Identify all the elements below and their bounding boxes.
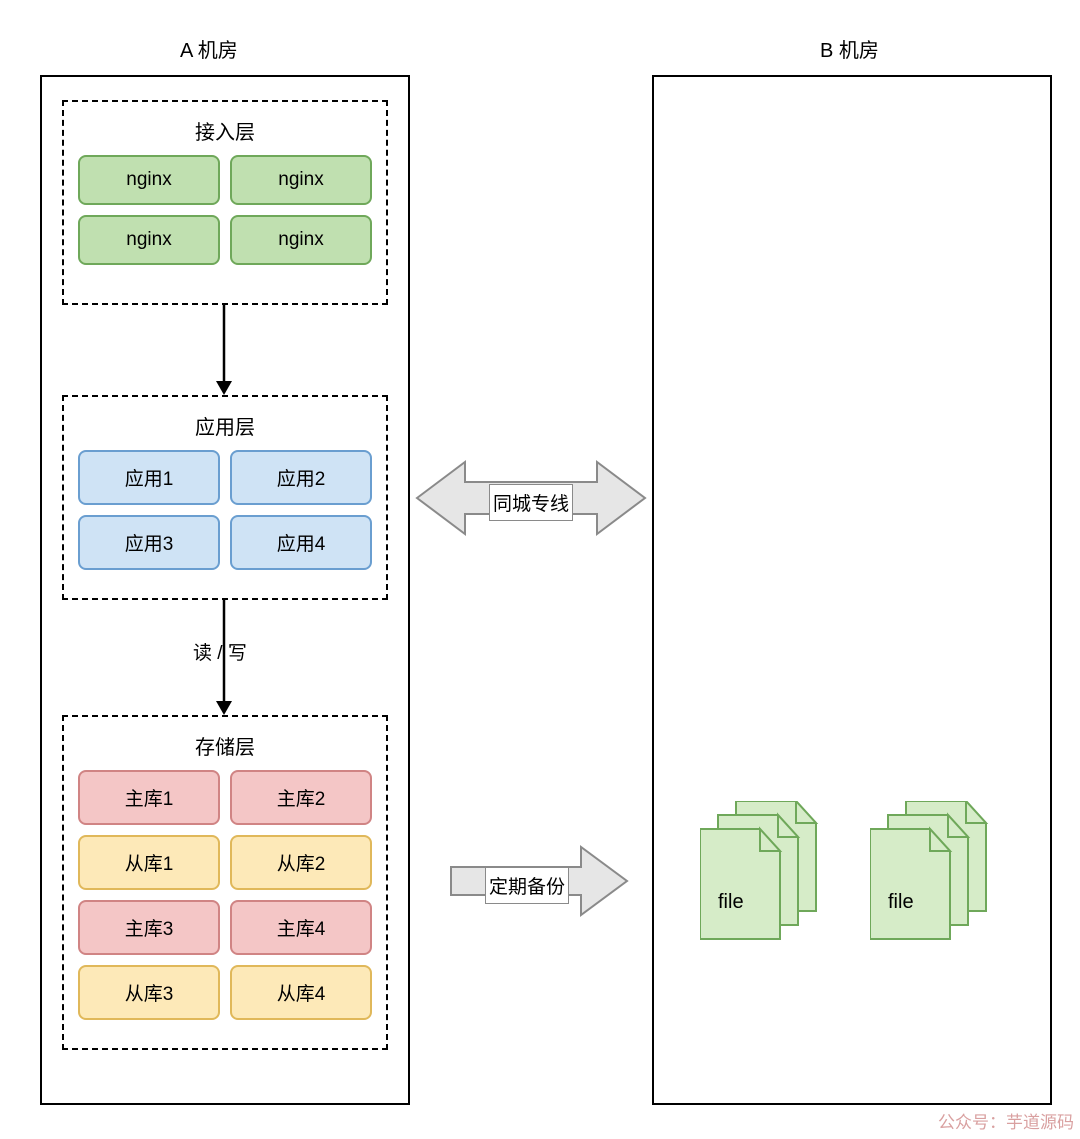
file-stack-2: file <box>870 801 1000 951</box>
storage-node: 从库4 <box>230 965 372 1020</box>
rw-label: 读 / 写 <box>193 638 247 665</box>
app-layer-title: 应用层 <box>64 397 386 450</box>
storage-layer: 存储层 主库1主库2从库1从库2主库3主库4从库3从库4 <box>62 715 388 1050</box>
app-node: 应用1 <box>78 450 220 505</box>
app-layer: 应用层 应用1应用2应用3应用4 <box>62 395 388 600</box>
file-label: file <box>888 891 914 914</box>
backup-label: 定期备份 <box>485 867 569 904</box>
storage-node: 从库3 <box>78 965 220 1020</box>
storage-node: 主库3 <box>78 900 220 955</box>
access-node: nginx <box>78 215 220 265</box>
app-node: 应用3 <box>78 515 220 570</box>
access-node: nginx <box>230 215 372 265</box>
file-label: file <box>718 891 744 914</box>
access-node: nginx <box>230 155 372 205</box>
footer-watermark: 公众号：芋道源码 <box>938 1108 1074 1133</box>
storage-node: 主库4 <box>230 900 372 955</box>
same-city-label: 同城专线 <box>489 484 573 521</box>
access-layer: 接入层 nginxnginxnginxnginx <box>62 100 388 305</box>
storage-layer-title: 存储层 <box>64 717 386 770</box>
access-layer-title: 接入层 <box>64 102 386 155</box>
app-node: 应用2 <box>230 450 372 505</box>
dc-b-title: B 机房 <box>820 34 879 63</box>
dc-a-title: A 机房 <box>180 34 238 63</box>
file-stack-1: file <box>700 801 830 951</box>
storage-node: 从库1 <box>78 835 220 890</box>
storage-node: 主库1 <box>78 770 220 825</box>
app-node: 应用4 <box>230 515 372 570</box>
storage-node: 主库2 <box>230 770 372 825</box>
storage-node: 从库2 <box>230 835 372 890</box>
access-node: nginx <box>78 155 220 205</box>
arrow-access-to-app-icon <box>212 305 236 395</box>
